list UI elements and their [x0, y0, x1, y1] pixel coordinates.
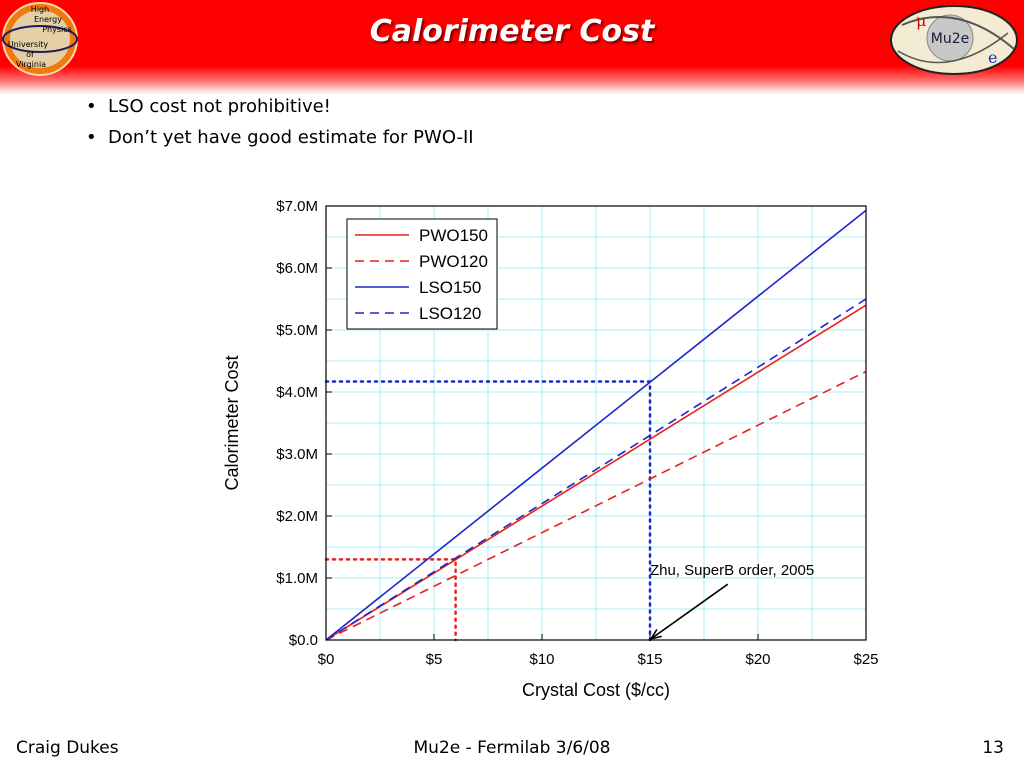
y-tick-label: $7.0M [276, 198, 318, 215]
uva-hep-logo: High Energy Physics University of Virgin… [2, 2, 78, 76]
series-line-pwo120 [325, 370, 867, 641]
mu2e-logo-text: Mu2e [931, 31, 969, 47]
e-symbol: e [988, 48, 997, 67]
uva-logo-text-2: Energy [34, 15, 62, 24]
y-tick-label: $6.0M [276, 260, 318, 277]
legend-label: LSO150 [419, 278, 481, 297]
series-line-lso150 [325, 209, 867, 641]
uva-logo-text-5: of [26, 50, 34, 59]
header-bar [0, 0, 1024, 95]
uva-logo-text-3: Physics [42, 25, 72, 34]
y-tick-label: $2.0M [276, 508, 318, 525]
series-line-pwo150 [325, 304, 867, 641]
x-tick-label: $15 [637, 651, 662, 668]
reference-line [324, 558, 457, 642]
y-axis-label: Calorimeter Cost [222, 355, 242, 490]
x-tick-label: $20 [745, 651, 770, 668]
slide-title: Calorimeter Cost [369, 14, 655, 49]
uva-logo-text-1: High [31, 5, 49, 14]
mu2e-logo: μ Mu2e e [890, 5, 1018, 75]
uva-logo-text-6: Virginia [16, 60, 46, 69]
plot-frame [325, 205, 867, 641]
y-tick-label: $1.0M [276, 570, 318, 587]
bullet-list: • LSO cost not prohibitive! • Don’t yet ha… [86, 94, 474, 156]
annotation-arrow [650, 583, 729, 640]
series-line-lso120 [325, 298, 867, 641]
legend-label: PWO150 [419, 226, 488, 245]
bullet-text: LSO cost not prohibitive! [108, 96, 331, 117]
bullet-item: • Don’t yet have good estimate for PWO-II [86, 127, 474, 148]
y-tick-label: $5.0M [276, 322, 318, 339]
bullet-item: • LSO cost not prohibitive! [86, 96, 331, 117]
x-axis-label: Crystal Cost ($/cc) [522, 680, 670, 700]
y-tick-label: $0.0 [289, 632, 318, 649]
legend-label: LSO120 [419, 304, 481, 323]
x-tick-label: $0 [318, 651, 335, 668]
footer-event: Mu2e - Fermilab 3/6/08 [413, 738, 611, 758]
x-tick-label: $25 [853, 651, 878, 668]
x-tick-label: $5 [426, 651, 443, 668]
annotation-text: Zhu, SuperB order, 2005 [650, 562, 814, 579]
uva-logo-text-4: University [8, 40, 49, 49]
y-tick-label: $4.0M [276, 384, 318, 401]
legend-box [346, 218, 498, 330]
annotation-arrowhead [649, 628, 662, 640]
bullet-text: Don’t yet have good estimate for PWO-II [108, 127, 474, 148]
calorimeter-cost-chart: $0 $5 $10 $15 $20 $25 $0.0 $1.0M $2.0M $3.0M $4.0M… [222, 198, 879, 700]
legend-label: PWO120 [419, 252, 488, 271]
x-tick-label: $10 [529, 651, 554, 668]
footer-author: Craig Dukes [16, 738, 119, 758]
footer-page-number: 13 [982, 738, 1004, 758]
y-tick-label: $3.0M [276, 446, 318, 463]
mu-symbol: μ [916, 11, 926, 30]
